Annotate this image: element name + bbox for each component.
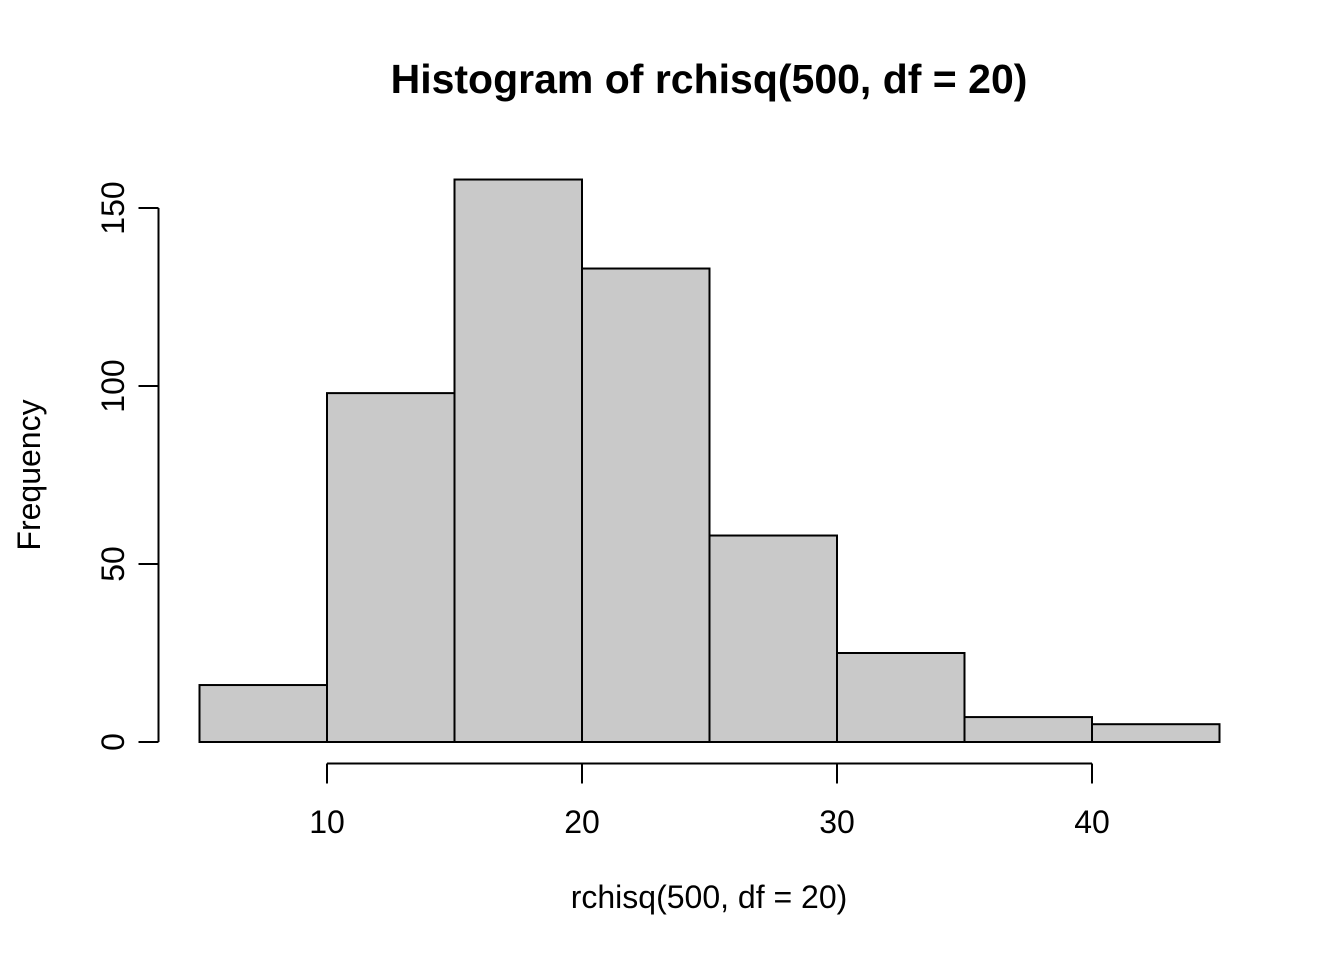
bars-group	[198, 178, 1221, 744]
histogram-bar	[963, 716, 1093, 744]
x-tick-label: 30	[819, 804, 855, 840]
histogram-bar	[1091, 723, 1221, 744]
histogram-bar	[708, 534, 838, 744]
y-tick-label: 0	[95, 733, 131, 751]
chart-title: Histogram of rchisq(500, df = 20)	[391, 56, 1028, 102]
histogram-bar	[198, 684, 328, 743]
histogram-bar	[326, 392, 456, 743]
axes-group: 0 50 100 150 10 20 30 40	[95, 181, 1110, 840]
histogram-bar	[836, 652, 966, 743]
x-tick-label: 10	[309, 804, 345, 840]
y-tick-label: 50	[95, 546, 131, 582]
y-tick-label: 150	[95, 181, 131, 234]
histogram-bar	[581, 267, 711, 743]
y-tick-label: 100	[95, 359, 131, 412]
x-axis-label: rchisq(500, df = 20)	[571, 879, 848, 915]
x-tick-label: 40	[1074, 804, 1110, 840]
histogram-bar	[453, 178, 583, 743]
y-axis-label: Frequency	[11, 399, 47, 550]
x-tick-label: 20	[564, 804, 600, 840]
